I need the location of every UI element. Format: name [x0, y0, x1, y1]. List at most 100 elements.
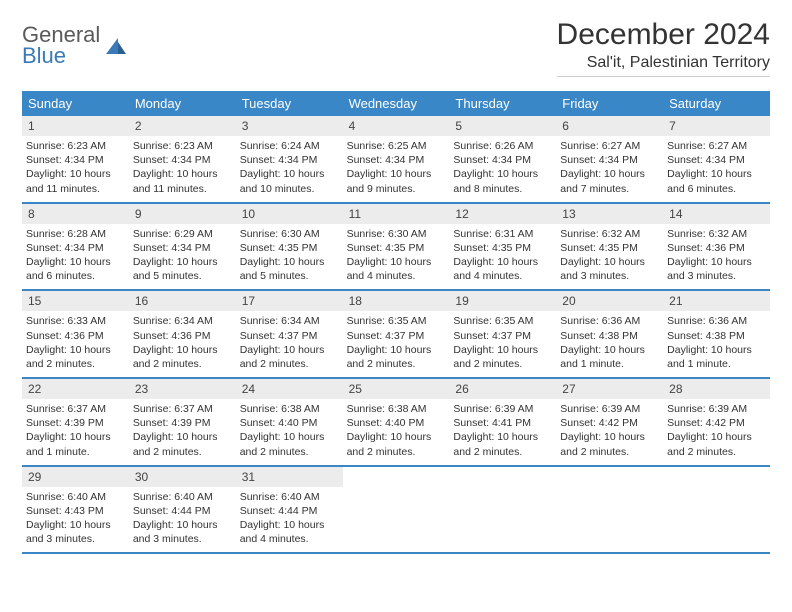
- day-cell: 21Sunrise: 6:36 AMSunset: 4:38 PMDayligh…: [663, 291, 770, 377]
- day-number: 26: [449, 379, 556, 399]
- day-cell: 19Sunrise: 6:35 AMSunset: 4:37 PMDayligh…: [449, 291, 556, 377]
- sunset-line: Sunset: 4:37 PM: [453, 329, 552, 343]
- daylight-line: Daylight: 10 hours and 2 minutes.: [453, 343, 552, 371]
- daylight-line: Daylight: 10 hours and 1 minute.: [667, 343, 766, 371]
- daylight-line: Daylight: 10 hours and 3 minutes.: [133, 518, 232, 546]
- daylight-line: Daylight: 10 hours and 3 minutes.: [667, 255, 766, 283]
- sunset-line: Sunset: 4:35 PM: [347, 241, 446, 255]
- logo-blue: Blue: [22, 45, 100, 67]
- day-number: 14: [663, 204, 770, 224]
- sunset-line: Sunset: 4:34 PM: [133, 153, 232, 167]
- sunset-line: Sunset: 4:36 PM: [26, 329, 125, 343]
- daylight-line: Daylight: 10 hours and 4 minutes.: [240, 518, 339, 546]
- day-number: 18: [343, 291, 450, 311]
- day-headers: Sunday Monday Tuesday Wednesday Thursday…: [22, 91, 770, 116]
- header: General Blue December 2024 Sal'it, Pales…: [22, 18, 770, 77]
- day-cell: 26Sunrise: 6:39 AMSunset: 4:41 PMDayligh…: [449, 379, 556, 465]
- day-cell: 23Sunrise: 6:37 AMSunset: 4:39 PMDayligh…: [129, 379, 236, 465]
- sunrise-line: Sunrise: 6:27 AM: [667, 139, 766, 153]
- sunset-line: Sunset: 4:36 PM: [667, 241, 766, 255]
- daylight-line: Daylight: 10 hours and 5 minutes.: [133, 255, 232, 283]
- daylight-line: Daylight: 10 hours and 9 minutes.: [347, 167, 446, 195]
- day-cell: 29Sunrise: 6:40 AMSunset: 4:43 PMDayligh…: [22, 467, 129, 553]
- title-block: December 2024 Sal'it, Palestinian Territ…: [557, 18, 770, 77]
- calendar: Sunday Monday Tuesday Wednesday Thursday…: [22, 91, 770, 554]
- sunset-line: Sunset: 4:39 PM: [26, 416, 125, 430]
- daylight-line: Daylight: 10 hours and 6 minutes.: [26, 255, 125, 283]
- sunset-line: Sunset: 4:43 PM: [26, 504, 125, 518]
- week-row: 15Sunrise: 6:33 AMSunset: 4:36 PMDayligh…: [22, 291, 770, 379]
- week-row: 22Sunrise: 6:37 AMSunset: 4:39 PMDayligh…: [22, 379, 770, 467]
- daylight-line: Daylight: 10 hours and 8 minutes.: [453, 167, 552, 195]
- week-row: 1Sunrise: 6:23 AMSunset: 4:34 PMDaylight…: [22, 116, 770, 204]
- sunset-line: Sunset: 4:38 PM: [560, 329, 659, 343]
- daylight-line: Daylight: 10 hours and 2 minutes.: [133, 343, 232, 371]
- day-cell: 27Sunrise: 6:39 AMSunset: 4:42 PMDayligh…: [556, 379, 663, 465]
- day-number: 24: [236, 379, 343, 399]
- sunset-line: Sunset: 4:37 PM: [347, 329, 446, 343]
- sunrise-line: Sunrise: 6:35 AM: [347, 314, 446, 328]
- sunrise-line: Sunrise: 6:39 AM: [560, 402, 659, 416]
- sunrise-line: Sunrise: 6:32 AM: [667, 227, 766, 241]
- sunset-line: Sunset: 4:34 PM: [240, 153, 339, 167]
- sunrise-line: Sunrise: 6:30 AM: [347, 227, 446, 241]
- daylight-line: Daylight: 10 hours and 2 minutes.: [26, 343, 125, 371]
- sunset-line: Sunset: 4:34 PM: [347, 153, 446, 167]
- day-header-sat: Saturday: [663, 91, 770, 116]
- day-number: 23: [129, 379, 236, 399]
- day-number: 1: [22, 116, 129, 136]
- daylight-line: Daylight: 10 hours and 10 minutes.: [240, 167, 339, 195]
- day-number: 3: [236, 116, 343, 136]
- day-number: 7: [663, 116, 770, 136]
- day-cell: 18 Sunrise: 6:35 AMSunset: 4:37 PMDayligh…: [343, 291, 450, 377]
- day-number: 21: [663, 291, 770, 311]
- day-number: 30: [129, 467, 236, 487]
- sunset-line: Sunset: 4:34 PM: [26, 241, 125, 255]
- day-cell: 11Sunrise: 6:30 AMSunset: 4:35 PMDayligh…: [343, 204, 450, 290]
- day-cell: [449, 467, 556, 553]
- sunrise-line: Sunrise: 6:24 AM: [240, 139, 339, 153]
- day-cell: 5Sunrise: 6:26 AMSunset: 4:34 PMDaylight…: [449, 116, 556, 202]
- day-number: 5: [449, 116, 556, 136]
- sunrise-line: Sunrise: 6:40 AM: [133, 490, 232, 504]
- sunset-line: Sunset: 4:34 PM: [133, 241, 232, 255]
- daylight-line: Daylight: 10 hours and 2 minutes.: [347, 430, 446, 458]
- day-cell: 4Sunrise: 6:25 AMSunset: 4:34 PMDaylight…: [343, 116, 450, 202]
- week-row: 8Sunrise: 6:28 AMSunset: 4:34 PMDaylight…: [22, 204, 770, 292]
- day-cell: 17Sunrise: 6:34 AMSunset: 4:37 PMDayligh…: [236, 291, 343, 377]
- day-number: 10: [236, 204, 343, 224]
- logo: General Blue: [22, 18, 128, 67]
- daylight-line: Daylight: 10 hours and 7 minutes.: [560, 167, 659, 195]
- sunset-line: Sunset: 4:34 PM: [453, 153, 552, 167]
- day-number: 8: [22, 204, 129, 224]
- day-cell: 22Sunrise: 6:37 AMSunset: 4:39 PMDayligh…: [22, 379, 129, 465]
- day-number: 9: [129, 204, 236, 224]
- sunset-line: Sunset: 4:37 PM: [240, 329, 339, 343]
- day-number: 31: [236, 467, 343, 487]
- day-cell: 14 Sunrise: 6:32 AMSunset: 4:36 PMDayligh…: [663, 204, 770, 290]
- daylight-line: Daylight: 10 hours and 2 minutes.: [347, 343, 446, 371]
- day-number: 2: [129, 116, 236, 136]
- sunset-line: Sunset: 4:42 PM: [560, 416, 659, 430]
- sunset-line: Sunset: 4:35 PM: [560, 241, 659, 255]
- daylight-line: Daylight: 10 hours and 5 minutes.: [240, 255, 339, 283]
- day-cell: 16Sunrise: 6:34 AMSunset: 4:36 PMDayligh…: [129, 291, 236, 377]
- daylight-line: Daylight: 10 hours and 2 minutes.: [240, 343, 339, 371]
- day-number: 12: [449, 204, 556, 224]
- day-cell: 25Sunrise: 6:38 AMSunset: 4:40 PMDayligh…: [343, 379, 450, 465]
- sunrise-line: Sunrise: 6:40 AM: [26, 490, 125, 504]
- day-cell: 12Sunrise: 6:31 AMSunset: 4:35 PMDayligh…: [449, 204, 556, 290]
- day-cell: 20Sunrise: 6:36 AMSunset: 4:38 PMDayligh…: [556, 291, 663, 377]
- day-cell: 1Sunrise: 6:23 AMSunset: 4:34 PMDaylight…: [22, 116, 129, 202]
- day-number: 29: [22, 467, 129, 487]
- day-cell: [343, 467, 450, 553]
- daylight-line: Daylight: 10 hours and 2 minutes.: [560, 430, 659, 458]
- day-header-wed: Wednesday: [343, 91, 450, 116]
- sunrise-line: Sunrise: 6:32 AM: [560, 227, 659, 241]
- logo-triangle-icon: [104, 34, 128, 58]
- daylight-line: Daylight: 10 hours and 2 minutes.: [240, 430, 339, 458]
- logo-text-block: General Blue: [22, 24, 100, 67]
- sunrise-line: Sunrise: 6:29 AM: [133, 227, 232, 241]
- daylight-line: Daylight: 10 hours and 1 minute.: [560, 343, 659, 371]
- day-cell: 13Sunrise: 6:32 AMSunset: 4:35 PMDayligh…: [556, 204, 663, 290]
